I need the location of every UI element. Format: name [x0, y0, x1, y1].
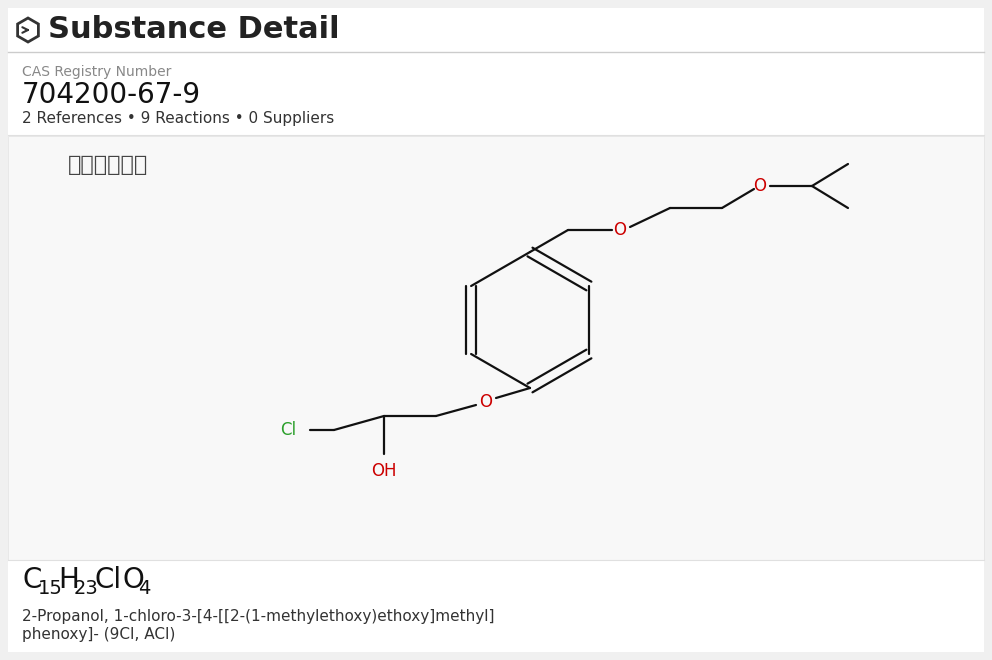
Text: 北京药素产品: 北京药素产品 [68, 155, 148, 175]
Text: Cl: Cl [280, 421, 296, 439]
Text: O: O [613, 221, 627, 239]
FancyBboxPatch shape [8, 136, 984, 560]
Text: Substance Detail: Substance Detail [48, 15, 339, 44]
Text: 15: 15 [38, 579, 62, 598]
Text: 2 References • 9 Reactions • 0 Suppliers: 2 References • 9 Reactions • 0 Suppliers [22, 110, 334, 125]
Text: CAS Registry Number: CAS Registry Number [22, 65, 172, 79]
Text: O: O [122, 566, 144, 594]
Text: O: O [754, 177, 767, 195]
Text: OH: OH [371, 462, 397, 480]
Text: C: C [22, 566, 42, 594]
Text: O: O [479, 393, 492, 411]
Text: 4: 4 [138, 579, 151, 598]
Text: H: H [58, 566, 79, 594]
Text: 2-Propanol, 1-chloro-3-[4-[[2-(1-methylethoxy)ethoxy]methyl]: 2-Propanol, 1-chloro-3-[4-[[2-(1-methyle… [22, 609, 494, 624]
Text: Cl: Cl [94, 566, 121, 594]
Text: phenoxy]- (9CI, ACI): phenoxy]- (9CI, ACI) [22, 626, 176, 642]
Text: 23: 23 [74, 579, 99, 598]
Text: 704200-67-9: 704200-67-9 [22, 81, 201, 109]
FancyBboxPatch shape [8, 8, 984, 652]
